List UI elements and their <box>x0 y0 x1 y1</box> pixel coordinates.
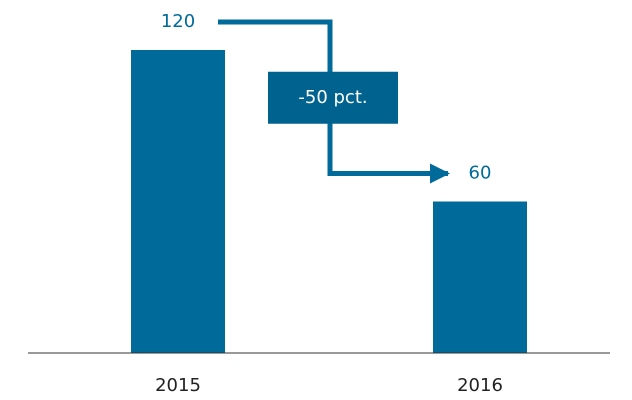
bar <box>433 201 527 353</box>
annotation-box <box>268 71 398 124</box>
value-label: 60 <box>469 163 492 184</box>
x-tick-label: 2015 <box>155 375 201 396</box>
value-label: 120 <box>161 11 195 32</box>
annotation: -50 pct. <box>298 87 367 108</box>
bar <box>131 50 225 353</box>
x-tick-label: 2016 <box>457 375 503 396</box>
